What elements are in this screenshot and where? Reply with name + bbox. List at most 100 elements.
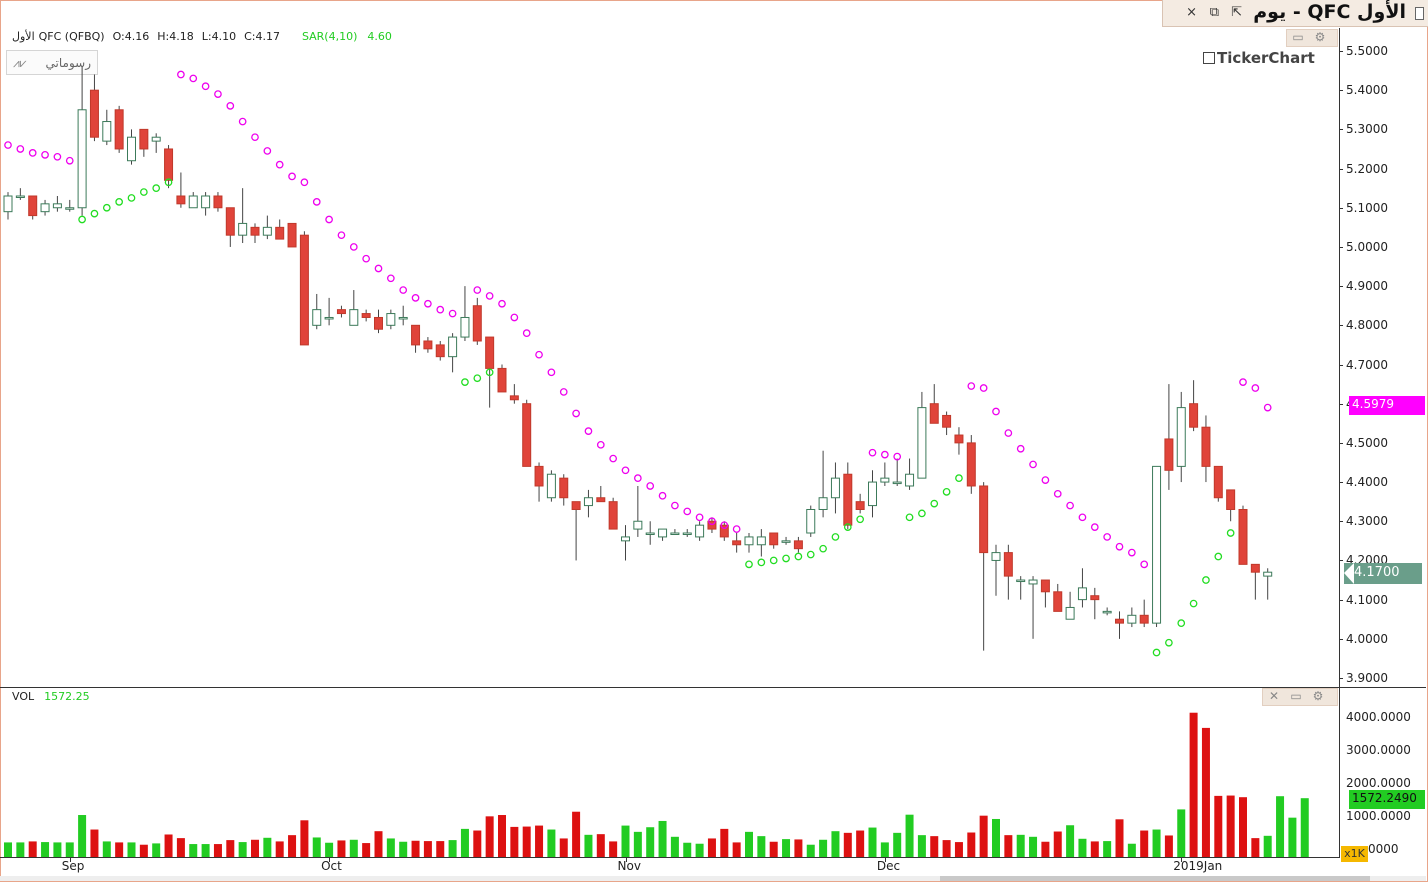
sar-dot-below	[942, 488, 951, 496]
volume-bar	[1251, 838, 1260, 857]
time-tick-label: Oct	[321, 859, 342, 873]
volume-bar	[251, 839, 259, 857]
volume-bar	[362, 843, 371, 857]
maximize-panel-icon[interactable]: ▭	[1292, 30, 1304, 44]
sar-dot-above	[559, 388, 568, 396]
volume-bar	[189, 844, 198, 857]
volume-bar	[102, 841, 111, 857]
panel-divider[interactable]	[0, 687, 1426, 688]
window-titlebar[interactable]: × ⧉ ⇱ الأول QFC - يوم	[1162, 0, 1428, 27]
sar-dot-below	[806, 550, 815, 559]
candle-body	[917, 407, 927, 479]
volume-bar	[436, 841, 445, 857]
candle-body	[89, 89, 99, 138]
candle-body	[744, 536, 754, 546]
volume-bar	[794, 839, 803, 857]
sar-dot-above	[349, 243, 358, 251]
time-tick-label: Dec	[876, 859, 901, 873]
time-axis-line	[0, 857, 1339, 858]
volume-bar	[448, 840, 457, 857]
restore-icon[interactable]: ⧉	[1209, 5, 1219, 20]
time-tick-mark	[329, 858, 331, 862]
sar-dot-above	[448, 309, 457, 318]
sar-dot-below	[1226, 529, 1235, 537]
volume-bar	[1276, 796, 1285, 857]
candle-body	[1139, 614, 1149, 624]
sar-dot-below	[794, 552, 803, 561]
price-tick-mark	[1339, 521, 1343, 523]
sar-dot-above	[584, 427, 593, 435]
volume-multiplier: x1K	[1341, 846, 1368, 862]
sar-dot-above	[658, 491, 667, 500]
volume-bar	[510, 826, 519, 857]
volume-bar	[164, 834, 173, 857]
panel-settings-icon[interactable]: ⚙	[1312, 689, 1324, 703]
candle-body	[1176, 407, 1186, 467]
sar-dot-above	[1263, 403, 1272, 412]
sar-dot-below	[164, 178, 173, 187]
sar-dot-above	[226, 102, 235, 110]
candle-body	[991, 552, 1001, 561]
close-icon[interactable]: ×	[1186, 5, 1197, 20]
maximize-panel-icon[interactable]: ▭	[1290, 689, 1302, 703]
time-tick-mark	[625, 858, 627, 862]
volume-bar	[856, 830, 865, 857]
candle-body	[781, 540, 791, 543]
sar-dot-above	[621, 466, 630, 475]
volume-bar	[917, 835, 926, 857]
close-panel-icon[interactable]: ✕	[1268, 689, 1280, 703]
candle-body	[77, 109, 87, 209]
candle-body	[497, 367, 507, 393]
volume-bar	[559, 838, 568, 857]
horizontal-scrollbar[interactable]	[0, 876, 1426, 881]
price-tick-mark	[1339, 129, 1343, 131]
volume-bar	[1263, 835, 1272, 857]
price-tick-label: 5.1000	[1346, 200, 1388, 215]
sar-dot-above	[893, 452, 902, 461]
scrollbar-thumb[interactable]	[940, 876, 1370, 881]
volume-badge: 1572.2490	[1349, 790, 1425, 809]
volume-bar	[473, 830, 482, 857]
candle-body	[571, 501, 581, 510]
volume-bar	[498, 815, 506, 857]
sar-dot-above	[263, 147, 272, 155]
volume-bar	[288, 835, 297, 857]
sar-dot-below	[905, 513, 914, 522]
volume-bar	[695, 843, 704, 857]
volume-bar	[596, 834, 605, 857]
panel-settings-icon[interactable]: ⚙	[1314, 30, 1326, 44]
volume-bar	[263, 837, 272, 857]
sar-dot-below	[461, 378, 469, 386]
volume-bar	[757, 836, 766, 857]
sar-dot-above	[1029, 460, 1037, 469]
candle-body	[1201, 426, 1211, 467]
volume-bar	[28, 841, 37, 857]
candle-body	[621, 536, 630, 542]
volume-tick-label: 3000.0000	[1346, 743, 1411, 757]
sar-dot-above	[16, 145, 25, 153]
volume-bar	[1004, 835, 1013, 857]
candle-body	[3, 195, 13, 213]
candle-body	[1213, 465, 1223, 499]
price-tick-label: 4.4000	[1346, 475, 1388, 490]
volume-bar	[127, 842, 136, 857]
sar-dot-below	[918, 509, 926, 518]
sar-dot-above	[547, 368, 556, 377]
volume-bar	[942, 840, 951, 857]
candle-body	[1065, 606, 1075, 620]
sar-dot-above	[1041, 476, 1050, 484]
my-drawings-button[interactable]: رسوماتي ⩘⩗	[6, 50, 98, 75]
candle-body	[164, 148, 174, 181]
sar-dot-below	[843, 523, 852, 531]
volume-label: VOL 1572.25	[12, 690, 90, 703]
volume-bar	[893, 832, 902, 857]
pin-icon[interactable]: ⇱	[1231, 5, 1242, 20]
volume-bar	[621, 825, 630, 857]
candle-body	[275, 226, 285, 240]
close-value: C:4.17	[244, 30, 280, 43]
sar-dot-above	[325, 215, 333, 224]
title-checkbox[interactable]	[1415, 7, 1424, 20]
sar-dot-above	[498, 299, 506, 308]
volume-bar	[1140, 830, 1149, 857]
